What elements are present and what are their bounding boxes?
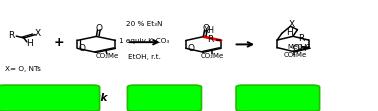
Text: O: O: [95, 24, 102, 33]
Text: CO₂Me: CO₂Me: [283, 52, 307, 57]
Text: CO₂Me: CO₂Me: [201, 53, 224, 59]
Text: H: H: [26, 39, 33, 48]
Text: O: O: [79, 44, 86, 53]
Text: R: R: [298, 34, 304, 44]
Text: 20 % Et₃N: 20 % Et₃N: [126, 21, 163, 27]
Text: H: H: [286, 28, 293, 37]
Text: ·: ·: [307, 41, 311, 54]
Text: CO₂Me: CO₂Me: [95, 53, 119, 59]
Text: +: +: [53, 36, 64, 49]
Text: R: R: [8, 31, 14, 40]
Text: ·OH: ·OH: [290, 44, 307, 53]
Text: EtOH, r.t.: EtOH, r.t.: [128, 54, 161, 60]
Text: O: O: [187, 44, 194, 53]
FancyBboxPatch shape: [0, 85, 99, 111]
Text: X: X: [35, 29, 41, 38]
Text: R: R: [207, 35, 214, 45]
FancyBboxPatch shape: [127, 85, 201, 111]
Text: X: X: [289, 20, 295, 29]
Text: Gram-scale: Gram-scale: [132, 93, 197, 103]
Text: 1 equiv K₂CO₃: 1 equiv K₂CO₃: [119, 38, 169, 44]
Text: 21 examples: 21 examples: [241, 93, 314, 103]
Text: O: O: [202, 24, 209, 33]
Text: ·: ·: [306, 34, 310, 47]
Text: MeO₂C: MeO₂C: [288, 44, 311, 50]
Text: XH: XH: [204, 26, 215, 35]
Text: Bio-based feedstock: Bio-based feedstock: [0, 93, 108, 103]
FancyBboxPatch shape: [236, 85, 319, 111]
Text: X= O, NTs: X= O, NTs: [5, 66, 40, 72]
